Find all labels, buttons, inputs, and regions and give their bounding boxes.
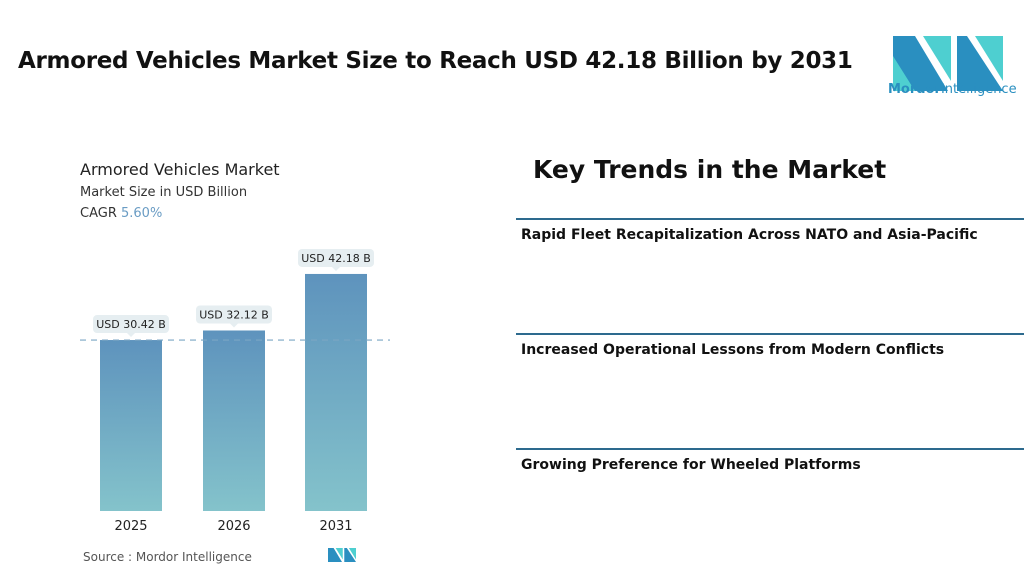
- trends-heading: Key Trends in the Market: [533, 155, 887, 184]
- data-label-pointer: [230, 323, 238, 328]
- bar: [305, 273, 367, 511]
- data-label-bg: [196, 305, 272, 324]
- logo-text: MordorIntelligence: [888, 82, 1017, 97]
- trend-item: Increased Operational Lessons from Moder…: [521, 342, 945, 358]
- chart-title: Armored Vehicles Market: [80, 160, 280, 179]
- page-title: Armored Vehicles Market Size to Reach US…: [18, 48, 853, 74]
- x-tick-label: 2031: [319, 519, 352, 534]
- data-label: USD 32.12 B: [199, 308, 269, 321]
- mordor-logo-icon: [893, 36, 1003, 91]
- cagr: CAGR 5.60%: [80, 206, 163, 221]
- divider: [516, 218, 1024, 220]
- data-label-pointer: [332, 266, 340, 271]
- divider: [516, 333, 1024, 335]
- divider: [516, 448, 1024, 450]
- data-label: USD 30.42 B: [96, 318, 166, 331]
- small-logo-icon: [328, 548, 356, 562]
- bar: [203, 330, 265, 511]
- data-label: USD 42.18 B: [301, 252, 371, 265]
- bar: [100, 340, 162, 511]
- data-label-pointer: [127, 333, 135, 338]
- source-note: Source : Mordor Intelligence: [83, 550, 252, 564]
- x-tick-label: 2026: [217, 519, 250, 534]
- x-tick-label: 2025: [114, 519, 147, 534]
- data-label-bg: [93, 315, 169, 334]
- chart-subtitle: Market Size in USD Billion: [80, 185, 248, 200]
- data-label-bg: [298, 248, 374, 267]
- bar-chart: USD 30.42 B 2025 USD 32.12 B 2026 USD 42.18 …: [80, 248, 390, 534]
- trend-item: Rapid Fleet Recapitalization Across NATO…: [521, 227, 978, 243]
- trend-item: Growing Preference for Wheeled Platforms: [521, 457, 861, 473]
